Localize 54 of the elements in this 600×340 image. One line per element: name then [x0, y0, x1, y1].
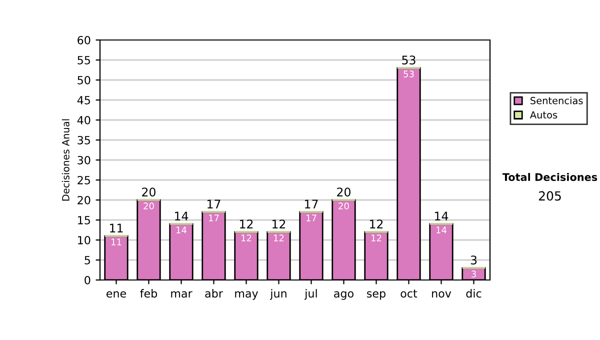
total-label: 3	[470, 256, 477, 265]
total-label: 17	[208, 200, 220, 208]
legend-label: Sentencias	[530, 96, 583, 104]
total-label: 12	[370, 220, 383, 228]
y-tick-label: 55	[78, 56, 90, 64]
data-label: 20	[144, 202, 154, 210]
y-tick-label: 40	[77, 116, 90, 124]
y-axis-title: Decisiones Anual	[62, 119, 70, 201]
data-label: 17	[306, 214, 316, 222]
data-label: 17	[209, 214, 219, 222]
y-tick-label: 35	[78, 136, 90, 144]
x-tick-label: feb	[140, 289, 158, 298]
x-tick-label: abr	[205, 289, 223, 298]
x-tick-label: ago	[334, 291, 354, 300]
total-label: 17	[305, 200, 318, 208]
y-tick-label: 5	[84, 256, 90, 264]
data-label: 12	[372, 234, 382, 242]
legend-label: Autos	[530, 111, 558, 119]
data-label: 11	[112, 238, 122, 246]
total-label: 12	[272, 220, 286, 228]
total-label: 14	[435, 212, 448, 220]
y-tick-label: 25	[78, 176, 90, 184]
x-tick-label: nov	[432, 291, 452, 298]
x-tick-label: ene	[106, 291, 126, 298]
x-tick-label: jul	[304, 289, 317, 300]
total-label: 20	[337, 188, 350, 197]
total-label: 20	[142, 188, 156, 197]
total-label: 14	[175, 212, 188, 220]
y-tick-label: 30	[78, 156, 90, 164]
y-tick-label: 0	[84, 276, 90, 284]
y-tick-label: 10	[78, 236, 90, 244]
data-label: 53	[404, 70, 414, 78]
data-label: 20	[338, 202, 349, 210]
total-label: 11	[110, 224, 123, 232]
x-tick-label: may	[235, 291, 258, 300]
x-tick-label: oct	[400, 290, 418, 298]
y-tick-label: 45	[77, 96, 90, 104]
data-label: 14	[436, 226, 446, 234]
data-label: 14	[176, 226, 186, 234]
y-tick-label: 15	[78, 216, 90, 224]
y-tick-label: 60	[78, 36, 90, 44]
x-tick-label: jun	[270, 289, 286, 300]
total-label: 12	[240, 220, 253, 228]
text: 205	[538, 191, 561, 201]
data-label: 12	[242, 234, 252, 242]
text: Total Decisiones	[502, 172, 598, 182]
x-tick-label: sep	[367, 291, 386, 300]
y-tick-label: 20	[78, 196, 90, 204]
data-label: 3	[472, 270, 476, 278]
data-label: 12	[274, 234, 284, 242]
y-tick-label: 50	[78, 76, 90, 84]
x-tick-label: mar	[171, 291, 192, 298]
total-label: 53	[402, 56, 416, 65]
x-tick-label: dic	[466, 289, 482, 298]
